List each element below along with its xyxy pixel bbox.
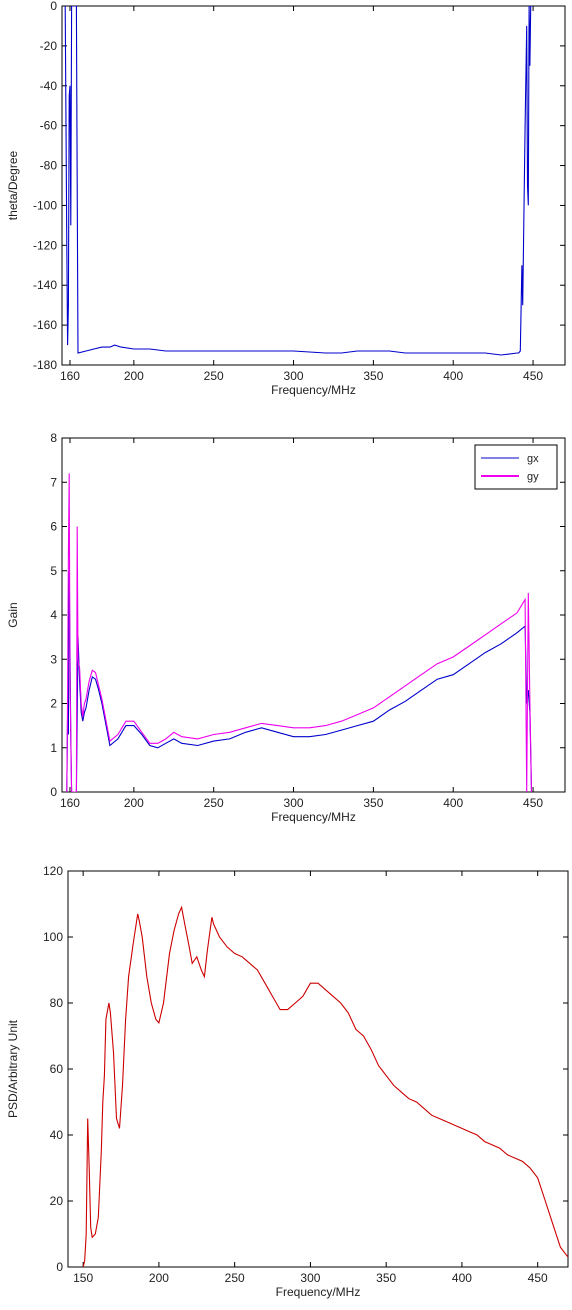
theta-y-tick-label: -120 (33, 238, 57, 252)
theta-x-tick-label: 400 (443, 369, 463, 383)
psd-y-axis-label: PSD/Arbitrary Unit (6, 1019, 20, 1118)
psd-x-tick-label: 400 (452, 1271, 472, 1285)
legend-label-gy: gy (527, 471, 539, 483)
psd-plot-area (67, 870, 569, 1268)
psd-series-line (82, 905, 568, 1267)
gain-y-tick-label: 8 (50, 431, 57, 445)
psd-y-tick-label: 100 (43, 930, 63, 944)
theta-x-tick-label: 160 (60, 369, 80, 383)
theta-series-line (64, 6, 534, 356)
psd-y-tick-label: 40 (50, 1128, 64, 1142)
gain-y-tick-label: 4 (50, 608, 57, 622)
legend-box (474, 444, 558, 490)
theta-y-tick-label: 0 (50, 0, 57, 13)
gain-x-tick-label: 160 (60, 796, 80, 810)
gain-y-tick-label: 6 (50, 520, 57, 534)
theta-y-tick-label: -180 (33, 358, 57, 372)
theta-y-tick-label: -140 (33, 278, 57, 292)
theta-y-tick-label: -100 (33, 198, 57, 212)
phase-chart: 160 200 250 300 350 400 450 0 -20 -40 -60 -80 -100 -1… (6, 0, 566, 397)
psd-x-tick-label: 200 (149, 1271, 169, 1285)
psd-chart: 150 200 250 300 350 400 450 0 20 40 60 80 100 120 Freq… (6, 864, 569, 1299)
gain-series-line-gy (66, 473, 533, 792)
theta-x-axis-label: Frequency/MHz (271, 383, 356, 397)
theta-y-tick-label: -20 (40, 39, 58, 53)
gain-x-tick-label: 450 (523, 796, 543, 810)
theta-y-tick-label: -60 (40, 119, 58, 133)
psd-x-axis-label: Frequency/MHz (276, 1285, 361, 1299)
gain-x-tick-label: 400 (443, 796, 463, 810)
gain-y-tick-label: 5 (50, 564, 57, 578)
psd-x-tick-label: 450 (528, 1271, 548, 1285)
theta-x-tick-label: 200 (124, 369, 144, 383)
psd-y-tick-label: 120 (43, 864, 63, 878)
theta-x-tick-label: 350 (363, 369, 383, 383)
theta-y-tick-label: -80 (40, 159, 58, 173)
gain-y-tick-label: 1 (50, 741, 57, 755)
psd-y-tick-label: 80 (50, 996, 64, 1010)
psd-x-tick-label: 350 (376, 1271, 396, 1285)
theta-y-axis-label: theta/Degree (6, 150, 20, 220)
gain-y-tick-label: 7 (50, 475, 57, 489)
gain-x-tick-label: 250 (204, 796, 224, 810)
theta-y-tick-label: -160 (33, 318, 57, 332)
gain-x-tick-label: 350 (363, 796, 383, 810)
gain-y-tick-label: 0 (50, 785, 57, 799)
psd-y-tick-label: 60 (50, 1062, 64, 1076)
gain-y-tick-label: 3 (50, 652, 57, 666)
gain-y-axis-label: Gain (6, 602, 20, 627)
theta-y-tick-label: -40 (40, 79, 58, 93)
gain-x-tick-label: 200 (124, 796, 144, 810)
psd-x-tick-label: 300 (300, 1271, 320, 1285)
gain-plot-area (61, 437, 566, 793)
gain-chart: 160 200 250 300 350 400 450 0 1 2 3 4 5 6 7 8 Frequency/… (6, 431, 566, 824)
gain-x-axis-label: Frequency/MHz (271, 810, 356, 824)
psd-x-tick-label: 250 (225, 1271, 245, 1285)
theta-x-tick-label: 300 (284, 369, 304, 383)
gain-y-tick-label: 2 (50, 697, 57, 711)
psd-y-tick-label: 20 (50, 1194, 64, 1208)
theta-x-tick-label: 250 (204, 369, 224, 383)
theta-plot-area (61, 5, 566, 366)
gain-x-tick-label: 300 (284, 796, 304, 810)
legend-label-gx: gx (527, 453, 539, 465)
psd-y-tick-label: 0 (56, 1260, 63, 1274)
theta-x-tick-label: 450 (523, 369, 543, 383)
psd-x-tick-label: 150 (73, 1271, 93, 1285)
